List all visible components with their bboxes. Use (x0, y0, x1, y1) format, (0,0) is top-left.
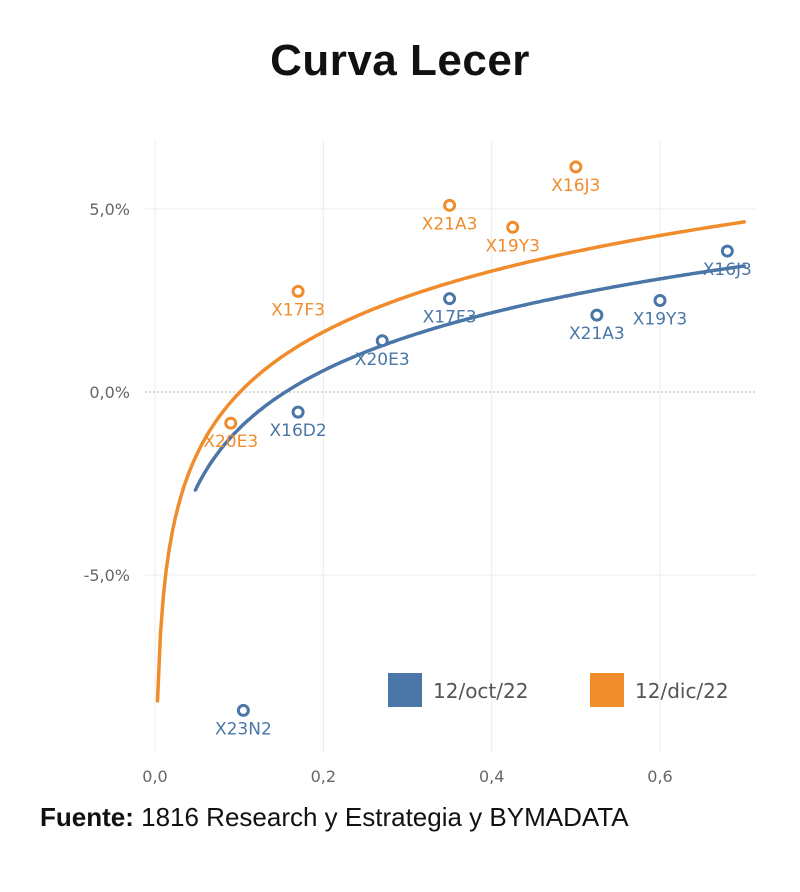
trend-curve (155, 220, 746, 703)
data-point (653, 294, 667, 307)
data-point (720, 244, 734, 258)
source-label: Fuente: (40, 802, 134, 832)
data-label: X16J3 (551, 176, 600, 196)
trend-curves (155, 220, 746, 703)
data-point (236, 703, 250, 717)
x-tick-label: 0,4 (479, 767, 504, 786)
grid (145, 140, 757, 752)
page-title: Curva Lecer (270, 36, 530, 85)
data-label: X16J3 (703, 260, 752, 280)
data-point (569, 160, 583, 174)
data-point (224, 416, 238, 430)
y-tick-label: 5,0% (89, 200, 130, 219)
y-tick-label: 0,0% (89, 383, 130, 402)
y-tick-label: -5,0% (84, 566, 130, 585)
data-label: X19Y3 (633, 310, 687, 330)
data-point (443, 198, 457, 212)
legend-label: 12/oct/22 (433, 679, 528, 703)
data-label: X17F3 (423, 308, 477, 328)
data-label: X16D2 (269, 421, 326, 441)
data-label: X21A3 (422, 214, 478, 234)
x-tick-label: 0,0 (142, 767, 167, 786)
legend-swatch (590, 673, 624, 707)
data-label: X19Y3 (485, 236, 539, 256)
data-point (291, 405, 305, 419)
data-label: X21A3 (569, 324, 625, 344)
data-points: X23N2 X16D2 X20E3 X17F3 X21A3 X19Y3 X16J3 X20E3… (203, 160, 752, 739)
data-label: X20E3 (203, 432, 258, 452)
data-point (506, 220, 520, 234)
trend-curve (193, 264, 746, 492)
legend-label: 12/dic/22 (635, 679, 729, 703)
data-label: X23N2 (215, 719, 272, 739)
data-label: X17F3 (271, 300, 325, 320)
data-point (590, 308, 604, 322)
data-point (291, 284, 305, 298)
data-point (375, 334, 389, 348)
data-label: X20E3 (355, 350, 410, 370)
data-point (443, 292, 457, 306)
legend-swatch (388, 673, 422, 707)
x-tick-label: 0,6 (647, 767, 672, 786)
x-tick-label: 0,2 (311, 767, 336, 786)
legend: 12/oct/22 12/dic/22 (388, 673, 729, 707)
axes: 0,0 0,2 0,4 0,6 -5,0% 0,0% 5,0% (84, 200, 673, 786)
source-text: 1816 Research y Estrategia y BYMADATA (133, 802, 629, 832)
source-note: Fuente: 1816 Research y Estrategia y BYM… (40, 802, 629, 833)
